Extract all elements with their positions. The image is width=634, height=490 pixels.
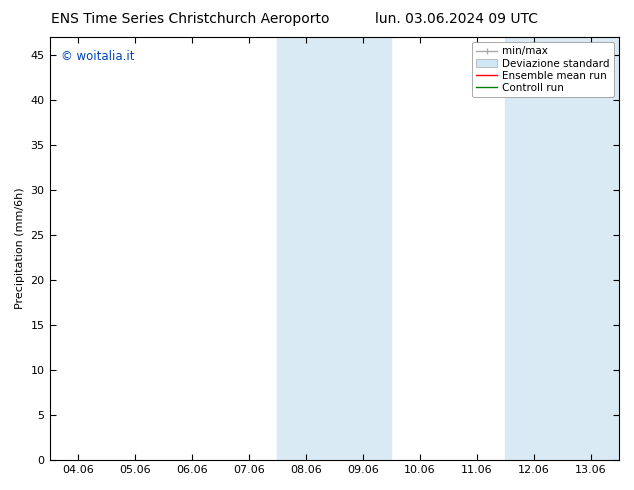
Bar bbox=[277, 37, 391, 460]
Bar bbox=[505, 37, 619, 460]
Text: lun. 03.06.2024 09 UTC: lun. 03.06.2024 09 UTC bbox=[375, 12, 538, 26]
Text: ENS Time Series Christchurch Aeroporto: ENS Time Series Christchurch Aeroporto bbox=[51, 12, 330, 26]
Legend: min/max, Deviazione standard, Ensemble mean run, Controll run: min/max, Deviazione standard, Ensemble m… bbox=[472, 42, 614, 97]
Y-axis label: Precipitation (mm/6h): Precipitation (mm/6h) bbox=[15, 188, 25, 309]
Text: © woitalia.it: © woitalia.it bbox=[61, 50, 134, 63]
